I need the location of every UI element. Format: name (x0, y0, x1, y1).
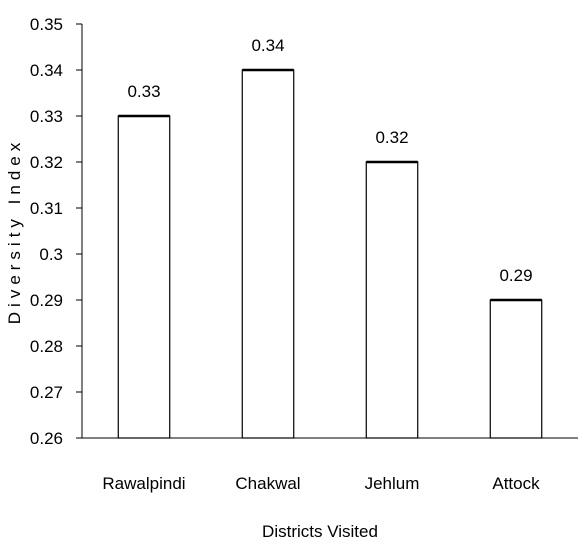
bar-group (117, 68, 543, 439)
y-tick-label: 0.31 (30, 199, 63, 218)
bar-chakwal (241, 69, 295, 439)
category-label: Chakwal (235, 474, 300, 493)
category-label: Attock (492, 474, 540, 493)
y-tick-group: 0.26 0.27 0.28 0.29 0.3 0.31 0.32 0.33 0.34 0.35 (30, 15, 82, 448)
data-label-group: 0.33 0.34 0.32 0.29 (127, 36, 532, 285)
y-tick-label: 0.29 (30, 291, 63, 310)
y-tick-label: 0.35 (30, 15, 63, 34)
y-tick-label: 0.34 (30, 61, 63, 80)
y-tick-label: 0.3 (39, 245, 63, 264)
y-tick-label: 0.33 (30, 107, 63, 126)
category-label: Jehlum (365, 474, 420, 493)
data-label: 0.29 (499, 266, 532, 285)
bar-rawalpindi (117, 115, 171, 439)
bar-attock (489, 299, 543, 439)
y-tick-label: 0.28 (30, 337, 63, 356)
y-tick-label: 0.26 (30, 429, 63, 448)
data-label: 0.34 (251, 36, 284, 55)
bar-jehlum (365, 161, 419, 439)
category-label: Rawalpindi (102, 474, 185, 493)
y-tick-label: 0.27 (30, 383, 63, 402)
data-label: 0.32 (375, 128, 408, 147)
category-label-group: Rawalpindi Chakwal Jehlum Attock (102, 474, 540, 493)
data-label: 0.33 (127, 82, 160, 101)
x-axis-title: Districts Visited (262, 522, 378, 541)
y-tick-label: 0.32 (30, 153, 63, 172)
y-axis-title: Diversity Index (5, 138, 24, 324)
